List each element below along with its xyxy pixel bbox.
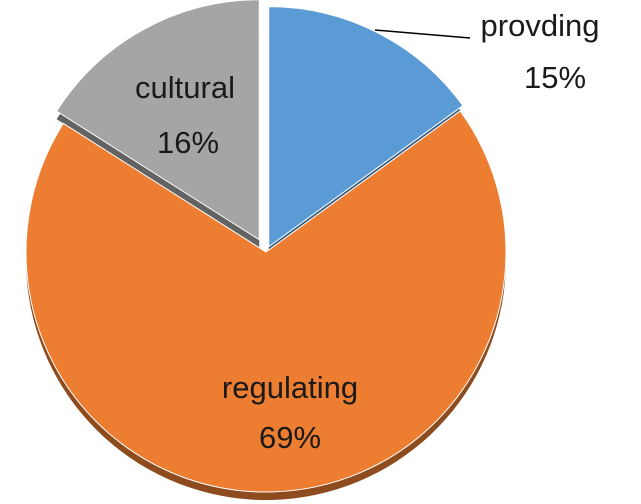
leader-line	[374, 29, 471, 39]
slice	[25, 110, 507, 493]
slices	[25, 0, 507, 493]
slice-value: 69%	[259, 420, 321, 455]
labels: provding 15% regulating 69% cultural 16%	[135, 8, 599, 455]
slice	[268, 6, 464, 248]
slice	[55, 0, 260, 241]
slice-label: provding	[481, 8, 600, 43]
slice-label: cultural	[135, 70, 235, 105]
slice-value: 16%	[157, 125, 219, 160]
slice-label: regulating	[222, 370, 358, 405]
slice-value: 15%	[524, 60, 586, 95]
